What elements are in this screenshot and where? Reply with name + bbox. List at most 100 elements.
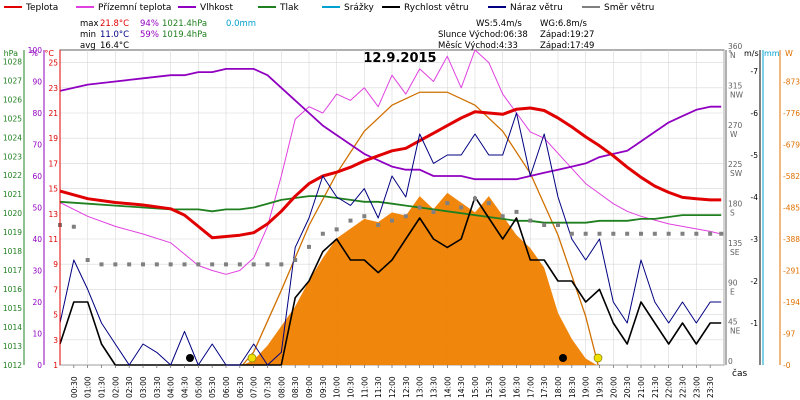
axis-tick-pct: 60 <box>32 172 42 181</box>
axis-label-hpa: hPa <box>4 49 19 58</box>
wind-direction-point <box>113 262 118 267</box>
axis-tick-ms: -7 <box>751 67 759 76</box>
wind-direction-point <box>210 262 215 267</box>
stats-block: max 21.8°C 94% 1021.4hPa 0.0mm min 11.0°… <box>80 19 594 51</box>
wind-direction-point <box>141 262 145 267</box>
x-axis-label: čas <box>732 368 747 379</box>
wind-direction-point <box>85 258 90 262</box>
x-tick-label: 04:00 <box>167 376 176 398</box>
axis-tick-dir-compass: SW <box>730 169 743 178</box>
axis-tick-hpa: 1022 <box>3 171 22 180</box>
axis-tick-degc: 15 <box>48 185 58 194</box>
stat-max-temp: 21.8°C <box>100 19 129 29</box>
moonrise-icon <box>186 354 194 362</box>
stat-min-press: 1019.4hPa <box>162 30 207 40</box>
wind-direction-point <box>639 231 643 236</box>
x-tick-label: 03:30 <box>153 376 162 398</box>
axis-tick-dir: 0 <box>728 357 733 366</box>
solar-radiation-fill <box>242 192 597 365</box>
wind-direction-point <box>237 262 242 267</box>
axis-tick-dir-compass: NW <box>730 90 744 99</box>
axis-tick-hpa: 1018 <box>3 247 22 256</box>
wind-direction-point <box>348 218 353 223</box>
wind-direction-point <box>293 258 298 262</box>
wind-direction-point <box>431 209 436 214</box>
axis-tick-pct: 50 <box>32 204 42 213</box>
x-tick-label: 23:00 <box>692 376 701 398</box>
axis-tick-dir: 135 <box>728 239 743 248</box>
axis-tick-w: -485 <box>783 204 800 213</box>
axis-tick-degc: 7 <box>53 285 58 294</box>
axis-tick-w: -0 <box>783 361 791 370</box>
x-tick-label: 23:30 <box>706 376 715 398</box>
x-tick-label: 08:30 <box>291 376 300 398</box>
wind-direction-point <box>279 262 284 267</box>
wind-direction-point <box>307 244 311 249</box>
series-lines <box>58 49 724 366</box>
stat-rain: 0.0mm <box>226 19 256 29</box>
wind-direction-point <box>486 201 491 206</box>
stat-ws: WS:5.4m/s <box>476 19 522 29</box>
x-tick-label: 17:30 <box>540 376 549 398</box>
axis-label-mm: mm <box>764 49 780 58</box>
wind-direction-point <box>528 218 533 223</box>
wind-direction-point <box>362 214 367 219</box>
axis-tick-w: -582 <box>783 172 800 181</box>
wind-direction-point <box>224 262 228 267</box>
axis-tick-degc: 13 <box>48 210 58 219</box>
legend-item-label: Srážky <box>344 3 375 13</box>
axis-tick-dir-compass: SE <box>730 248 740 257</box>
axis-tick-pct: 100 <box>28 46 43 55</box>
x-tick-label: 02:00 <box>111 376 120 398</box>
wind-direction-point <box>694 231 699 236</box>
axis-tick-dir-compass: W <box>730 130 738 139</box>
x-tick-label: 18:00 <box>554 376 563 398</box>
wind-direction-point <box>542 223 547 227</box>
axis-tick-hpa: 1017 <box>3 266 22 275</box>
moonset-icon <box>559 354 567 362</box>
stat-moon: Měsíc Východ:4:33 <box>438 41 518 51</box>
axis-label-ms: m/s <box>744 49 759 58</box>
legend-item-label: Vlhkost <box>200 3 233 13</box>
wind-direction-point <box>99 262 104 267</box>
axis-tick-hpa: 1019 <box>3 228 22 237</box>
x-tick-label: 01:30 <box>98 376 107 398</box>
x-tick-label: 09:00 <box>305 376 314 398</box>
x-tick-label: 02:30 <box>125 376 134 398</box>
x-tick-label: 12:30 <box>402 376 411 398</box>
x-tick-label: 22:00 <box>665 376 674 398</box>
wind-direction-point <box>182 262 187 267</box>
legend-item-label: Tlak <box>279 3 300 13</box>
stat-sun: Slunce Východ:06:38 <box>438 30 528 40</box>
x-tick-label: 14:00 <box>443 376 452 398</box>
stat-min-temp: 11.0°C <box>100 30 129 40</box>
axis-tick-pct: 90 <box>32 78 42 87</box>
axis-tick-degc: 5 <box>53 311 58 320</box>
wind-direction-point <box>611 231 616 236</box>
x-axis-ticks: 00:30 01:00 01:30 02:00 02:30 03:00 03:30 04:00… <box>70 365 715 398</box>
axis-tick-hpa: 1026 <box>3 95 22 104</box>
axis-label-dir: ° <box>728 49 732 58</box>
x-tick-label: 20:00 <box>609 376 618 398</box>
axis-tick-w: -776 <box>783 109 800 118</box>
axis-tick-w: -679 <box>783 141 800 150</box>
stat-max-hum: 94% <box>140 19 159 29</box>
wind-direction-point <box>127 262 132 267</box>
x-tick-label: 16:30 <box>513 376 522 398</box>
wind-direction-point <box>320 231 325 236</box>
axis-label-pct: % <box>30 49 38 58</box>
axis-tick-degc: 11 <box>48 235 58 244</box>
legend-item-label: Náraz větru <box>510 3 563 13</box>
wind-direction-point <box>403 214 408 219</box>
series-line-teplota <box>59 106 722 240</box>
legend: Teplota Přízemní teplota Vlhkost Tlak Srážky… <box>4 3 654 13</box>
axis-tick-degc: 9 <box>53 260 58 269</box>
axis-tick-dir-compass: E <box>730 287 735 296</box>
axis-tick-pct: 10 <box>32 330 42 339</box>
wind-direction-point <box>708 231 713 236</box>
axis-label-degc: °C <box>44 49 54 58</box>
wind-direction-point <box>625 231 630 236</box>
axis-tick-hpa: 1024 <box>3 133 22 142</box>
axis-tick-dir-compass: N <box>730 51 736 60</box>
axis-tick-degc: 25 <box>48 59 58 68</box>
